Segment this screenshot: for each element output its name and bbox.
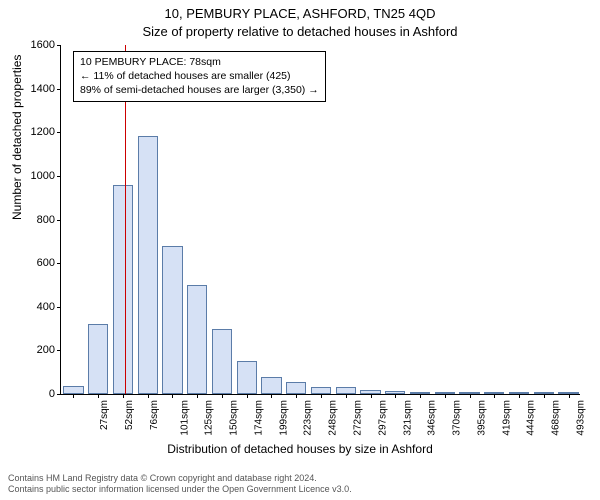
plot-area: 0200400600800100012001400160027sqm52sqm7… — [60, 45, 580, 395]
histogram-bar — [286, 382, 306, 394]
x-axis-label: Distribution of detached houses by size … — [0, 442, 600, 456]
x-tick-mark — [73, 394, 74, 398]
footer-line2: Contains public sector information licen… — [8, 484, 592, 496]
y-tick: 1600 — [31, 39, 61, 51]
chart-container: 10, PEMBURY PLACE, ASHFORD, TN25 4QD Siz… — [0, 0, 600, 500]
x-tick-label: 125sqm — [204, 400, 215, 436]
info-box-line3: 89% of semi-detached houses are larger (… — [80, 83, 319, 97]
x-tick-label: 272sqm — [353, 400, 364, 436]
x-tick-mark — [569, 394, 570, 398]
y-axis-label: Number of detached properties — [10, 55, 24, 220]
info-box-line1: 10 PEMBURY PLACE: 78sqm — [80, 55, 319, 69]
x-tick-mark — [544, 394, 545, 398]
x-tick-mark — [395, 394, 396, 398]
x-tick-label: 223sqm — [303, 400, 314, 436]
x-tick-label: 76sqm — [149, 400, 160, 430]
footer-attribution: Contains HM Land Registry data © Crown c… — [8, 473, 592, 496]
x-tick-label: 150sqm — [229, 400, 240, 436]
x-tick-label: 395sqm — [476, 400, 487, 436]
x-tick-label: 468sqm — [551, 400, 562, 436]
x-tick-label: 419sqm — [501, 400, 512, 436]
y-tick: 1000 — [31, 170, 61, 182]
y-tick: 1200 — [31, 126, 61, 138]
x-tick-mark — [247, 394, 248, 398]
histogram-bar — [261, 377, 281, 394]
x-tick-mark — [271, 394, 272, 398]
histogram-bar — [212, 329, 232, 394]
x-tick-label: 370sqm — [452, 400, 463, 436]
y-tick: 0 — [49, 388, 61, 400]
x-tick-label: 248sqm — [328, 400, 339, 436]
x-tick-label: 101sqm — [179, 400, 190, 436]
chart-title-address: 10, PEMBURY PLACE, ASHFORD, TN25 4QD — [0, 6, 600, 21]
histogram-bar — [187, 285, 207, 394]
x-tick-mark — [98, 394, 99, 398]
y-tick: 800 — [37, 214, 61, 226]
histogram-bar — [237, 361, 257, 394]
x-tick-mark — [172, 394, 173, 398]
x-tick-label: 444sqm — [526, 400, 537, 436]
x-tick-mark — [470, 394, 471, 398]
y-tick: 200 — [37, 344, 61, 356]
x-tick-label: 321sqm — [402, 400, 413, 436]
x-tick-mark — [519, 394, 520, 398]
x-tick-mark — [445, 394, 446, 398]
x-tick-mark — [494, 394, 495, 398]
x-tick-label: 27sqm — [99, 400, 110, 430]
x-tick-mark — [222, 394, 223, 398]
histogram-bar — [88, 324, 108, 394]
x-tick-mark — [321, 394, 322, 398]
x-tick-label: 346sqm — [427, 400, 438, 436]
x-tick-mark — [296, 394, 297, 398]
x-tick-label: 52sqm — [124, 400, 135, 430]
x-tick-label: 297sqm — [377, 400, 388, 436]
x-tick-mark — [346, 394, 347, 398]
x-tick-label: 493sqm — [575, 400, 586, 436]
x-tick-mark — [371, 394, 372, 398]
x-tick-label: 199sqm — [278, 400, 289, 436]
histogram-bar — [138, 136, 158, 394]
y-tick: 1400 — [31, 83, 61, 95]
info-box-line2: ← 11% of detached houses are smaller (42… — [80, 69, 319, 83]
y-tick: 600 — [37, 257, 61, 269]
chart-subtitle: Size of property relative to detached ho… — [0, 24, 600, 39]
histogram-bar — [113, 185, 133, 394]
histogram-bar — [162, 246, 182, 394]
x-tick-label: 174sqm — [254, 400, 265, 436]
x-tick-mark — [420, 394, 421, 398]
x-tick-mark — [148, 394, 149, 398]
histogram-bar — [63, 386, 83, 394]
y-tick: 400 — [37, 301, 61, 313]
info-box: 10 PEMBURY PLACE: 78sqm ← 11% of detache… — [73, 51, 326, 102]
x-tick-mark — [123, 394, 124, 398]
x-tick-mark — [197, 394, 198, 398]
footer-line1: Contains HM Land Registry data © Crown c… — [8, 473, 592, 485]
